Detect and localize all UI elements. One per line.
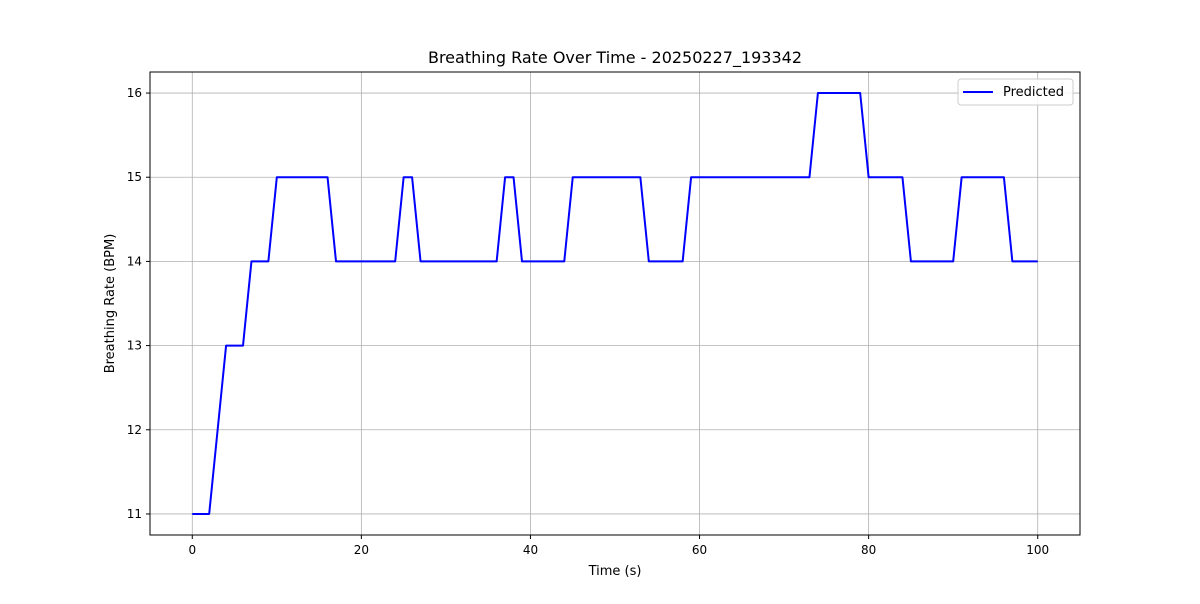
y-axis: 11 12 13 14 15 16 — [127, 86, 150, 521]
y-axis-label: Breathing Rate (BPM) — [103, 234, 118, 374]
x-tick-label: 100 — [1026, 543, 1049, 557]
axes-frame — [149, 71, 1081, 536]
legend-label-predicted: Predicted — [1003, 85, 1064, 100]
chart-title: Breathing Rate Over Time - 20250227_1933… — [428, 48, 802, 68]
y-tick-label: 11 — [127, 507, 142, 521]
x-tick-label: 60 — [692, 543, 707, 557]
x-tick-label: 40 — [523, 543, 538, 557]
x-tick-label: 20 — [354, 543, 369, 557]
x-axis-label: Time (s) — [588, 564, 642, 579]
y-tick-label: 16 — [127, 86, 142, 100]
series-line-predicted — [192, 92, 1038, 515]
y-tick-label: 13 — [127, 339, 142, 353]
x-tick-label: 0 — [188, 543, 196, 557]
x-axis: 0 20 40 60 80 100 — [188, 535, 1049, 557]
grid — [150, 72, 1080, 535]
y-tick-label: 15 — [127, 170, 142, 184]
y-tick-label: 14 — [127, 254, 142, 268]
legend: Predicted — [957, 78, 1074, 106]
y-tick-label: 12 — [127, 423, 142, 437]
series-layer — [192, 92, 1038, 515]
legend-box — [957, 78, 1074, 106]
x-tick-label: 80 — [861, 543, 876, 557]
